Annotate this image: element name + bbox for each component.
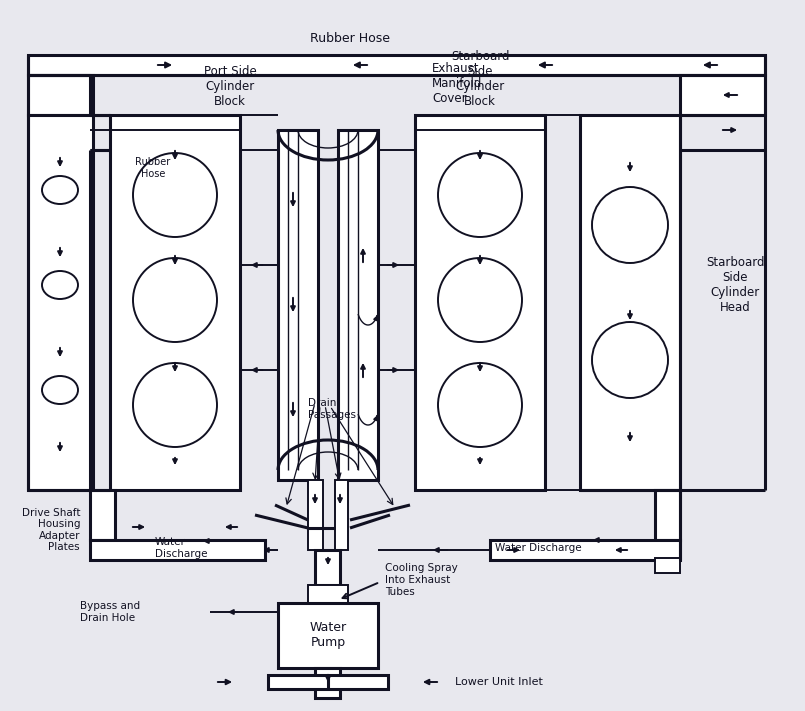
Text: Port Side
Cylinder
Block: Port Side Cylinder Block <box>204 65 256 108</box>
Bar <box>28 75 93 115</box>
Text: Drive Shaft
Housing
Adapter
Plates: Drive Shaft Housing Adapter Plates <box>22 508 80 552</box>
Bar <box>278 603 378 668</box>
Bar <box>415 115 545 490</box>
Bar <box>580 115 680 490</box>
Circle shape <box>133 258 217 342</box>
Ellipse shape <box>42 376 78 404</box>
Circle shape <box>592 322 668 398</box>
Bar <box>268 675 388 689</box>
Text: Water
Pump: Water Pump <box>309 621 347 649</box>
Text: Starboard
Side
Cylinder
Block: Starboard Side Cylinder Block <box>451 50 510 108</box>
Bar <box>90 540 265 560</box>
Text: Water
Discharge: Water Discharge <box>155 538 208 559</box>
Ellipse shape <box>42 271 78 299</box>
Text: Rubber Hose: Rubber Hose <box>310 31 390 45</box>
Text: Lower Unit Inlet: Lower Unit Inlet <box>455 677 543 687</box>
Bar <box>655 490 680 540</box>
Circle shape <box>592 187 668 263</box>
Circle shape <box>438 363 522 447</box>
Bar <box>308 585 348 603</box>
Bar <box>90 490 115 540</box>
Circle shape <box>438 258 522 342</box>
Bar <box>28 115 93 490</box>
Text: Cooling Spray
Into Exhaust
Tubes: Cooling Spray Into Exhaust Tubes <box>385 563 458 597</box>
Bar <box>278 130 318 480</box>
Bar <box>338 130 378 480</box>
Text: Drain
Passages: Drain Passages <box>308 398 356 419</box>
Bar <box>680 75 765 115</box>
Bar <box>335 480 348 550</box>
Ellipse shape <box>42 176 78 204</box>
Bar <box>655 558 680 573</box>
Bar <box>110 115 240 490</box>
Circle shape <box>438 153 522 237</box>
Circle shape <box>133 363 217 447</box>
Text: Rubber
Hose: Rubber Hose <box>135 157 171 178</box>
Circle shape <box>133 153 217 237</box>
Bar <box>315 668 340 698</box>
Text: Water Discharge: Water Discharge <box>495 543 582 553</box>
Bar <box>28 55 765 75</box>
Bar <box>308 480 323 550</box>
Bar <box>315 550 340 585</box>
Text: Bypass and
Drain Hole: Bypass and Drain Hole <box>80 602 140 623</box>
Text: Exhaust
Manifold
Cover: Exhaust Manifold Cover <box>432 62 482 105</box>
Text: Starboard
Side
Cylinder
Head: Starboard Side Cylinder Head <box>706 256 764 314</box>
Bar <box>490 540 680 560</box>
